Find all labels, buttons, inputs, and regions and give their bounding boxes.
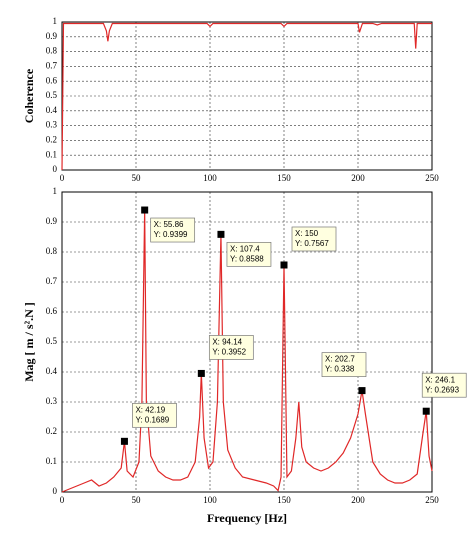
data-line <box>61 210 433 493</box>
datatip-y: Y: 0.8588 <box>230 254 264 263</box>
y-tick-label: 0.1 <box>46 456 57 466</box>
y-tick-label: 0.9 <box>46 216 58 226</box>
axes-frame <box>61 191 433 493</box>
datatip-marker <box>197 369 205 377</box>
y-tick-label: 0.3 <box>46 396 58 406</box>
x-tick-label: 100 <box>203 495 217 505</box>
y-tick-label: 1 <box>53 186 58 196</box>
datatip-x: X: 55.86 <box>154 220 184 229</box>
datatip-x: X: 107.4 <box>230 244 260 253</box>
datatip-y: Y: 0.2693 <box>425 385 459 394</box>
y-tick-label: 0.6 <box>46 75 58 85</box>
datatip-marker <box>358 387 366 395</box>
data-line <box>61 22 432 171</box>
x-tick-label: 0 <box>60 173 65 183</box>
datatip-marker <box>120 437 128 445</box>
y-tick-label: 0 <box>53 486 58 496</box>
y-tick-label: 0 <box>53 164 58 174</box>
y-tick-label: 0.7 <box>46 276 58 286</box>
y-tick-label: 1 <box>53 16 58 26</box>
x-tick-label: 50 <box>132 173 142 183</box>
x-tick-label: 100 <box>203 173 217 183</box>
datatip-x: X: 202.7 <box>325 355 355 364</box>
y-tick-label: 0.5 <box>46 90 58 100</box>
y-tick-label: 0.1 <box>46 149 57 159</box>
datatip-x: X: 150 <box>295 229 319 238</box>
x-tick-label: 150 <box>277 495 291 505</box>
y-axis-label: Mag [ m / s².N ] <box>22 302 36 382</box>
datatip-box <box>208 335 254 360</box>
datatip-y: Y: 0.1689 <box>135 415 169 424</box>
datatip-marker <box>280 261 288 269</box>
y-tick-label: 0.4 <box>46 366 58 376</box>
y-tick-label: 0.4 <box>46 105 58 115</box>
datatip-x: X: 94.14 <box>212 338 242 347</box>
datatip-x: X: 42.19 <box>135 405 165 414</box>
x-tick-label: 250 <box>425 495 439 505</box>
datatip-box <box>321 352 367 377</box>
axes-frame <box>61 21 433 171</box>
datatip-y: Y: 0.7567 <box>295 239 329 248</box>
y-tick-label: 0.2 <box>46 134 57 144</box>
datatip-box <box>226 242 272 267</box>
x-tick-label: 250 <box>425 173 439 183</box>
datatip-box <box>150 217 196 243</box>
y-tick-label: 0.8 <box>46 46 58 56</box>
datatip-box <box>421 372 467 398</box>
y-tick-label: 0.3 <box>46 120 58 130</box>
datatip-box <box>132 402 177 428</box>
x-tick-label: 200 <box>351 495 365 505</box>
y-axis-label: Coherence <box>22 68 36 123</box>
x-axis-label: Frequency [Hz] <box>207 511 287 525</box>
x-tick-label: 200 <box>351 173 365 183</box>
y-tick-label: 0.8 <box>46 246 58 256</box>
datatip-y: Y: 0.3952 <box>212 348 246 357</box>
y-tick-label: 0.2 <box>46 426 57 436</box>
datatip-marker <box>141 206 149 214</box>
x-tick-label: 50 <box>132 495 142 505</box>
x-tick-label: 0 <box>60 495 65 505</box>
y-tick-label: 0.9 <box>46 31 58 41</box>
y-tick-label: 0.6 <box>46 306 58 316</box>
x-tick-label: 150 <box>277 173 291 183</box>
y-tick-label: 0.5 <box>46 336 58 346</box>
datatip-y: Y: 0.338 <box>325 365 355 374</box>
datatip-y: Y: 0.9399 <box>154 230 188 239</box>
y-tick-label: 0.7 <box>46 60 58 70</box>
datatip-x: X: 246.1 <box>425 375 455 384</box>
datatip-marker <box>217 230 225 238</box>
datatip-box <box>291 226 337 252</box>
datatip-marker <box>422 407 430 415</box>
